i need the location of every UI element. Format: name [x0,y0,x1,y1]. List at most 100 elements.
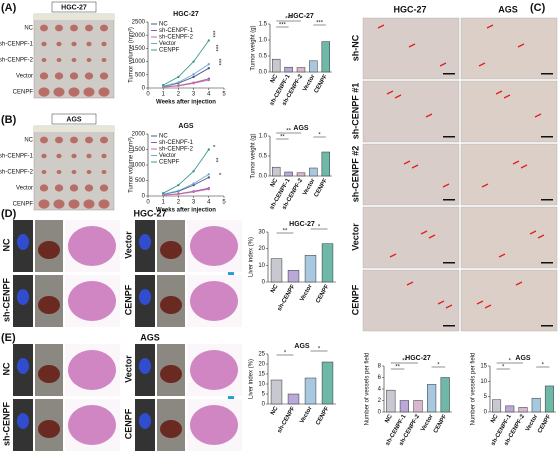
x-tick-label: NC [384,413,394,424]
point [207,148,210,151]
x-tick-label: sh-CENPF [277,406,297,435]
x-tick-label: 2 [177,92,181,98]
liver [160,296,182,314]
bar [287,270,300,283]
row-label: NC [24,26,33,32]
point [192,182,195,185]
he-slice [190,281,238,321]
x-tick-label: NC [270,73,280,84]
tumor [54,184,64,192]
column-label: AGS [498,4,518,14]
x-tick-label: Vector [299,283,314,302]
x-axis-label: Weeks after injection [156,100,216,106]
panel-label: (A) [1,2,17,14]
bar [492,399,502,413]
x-tick-label: 1 [162,200,166,206]
x-tick-label: NC [270,177,280,188]
tumor [53,87,65,97]
bar [386,389,396,413]
row-label: sh-CENPF-2 [0,58,34,64]
point [177,75,180,79]
group-label: NC [1,238,11,251]
y-tick-label: 10 [258,382,265,388]
chart-title: HGC-27 [405,355,431,362]
legend-label: sh-CENPF-1 [159,28,194,34]
point [177,192,180,196]
tumor [40,136,48,144]
group-label: sh-CENPF [1,278,11,323]
he-slice [68,281,116,321]
y-tick-label: 0 [142,194,146,200]
x-tick-label: 5 [222,92,226,98]
tumor [83,87,95,97]
arrow [425,113,433,118]
row-label: sh-NC [350,34,360,61]
bar [544,385,554,413]
chart-title: HGC-27 [289,221,315,228]
bar [309,167,318,177]
y-tick-label: 25 [258,352,265,358]
row-label: sh-CENPF #1 [350,83,360,140]
ihc-image [362,80,460,143]
photo-title-box [51,113,97,125]
point [177,84,180,88]
y-tick-label: 1500 [132,46,146,52]
bar [518,407,528,413]
series-line [163,188,209,196]
scale-bar [443,136,455,138]
tumor [86,57,92,63]
y-tick-label: 2 [378,398,382,404]
tumor [39,72,49,80]
row-label: sh-CENPF-1 [0,154,34,160]
significance: ** [402,359,407,365]
panel-title: AGS [140,332,160,342]
tumor [101,41,107,47]
he-slice [190,226,238,266]
bar [296,67,306,73]
ruler [34,126,114,132]
point [192,73,195,76]
x-tick-label: 4 [207,200,211,206]
ihc-image [362,269,460,332]
tumor [56,153,62,159]
legend-label: Vector [159,153,176,159]
tumor [41,41,47,47]
tumor [86,153,92,159]
legend-label: Vector [159,41,176,47]
x-tick-label: 3 [192,92,196,98]
signal [17,289,29,305]
bar [304,255,317,283]
liver [38,296,60,314]
he-slice [68,350,116,390]
y-tick-label: 15 [480,364,487,370]
y-tick-label: 500 [135,72,146,78]
x-tick-label: 0 [146,92,150,98]
arrow [515,281,523,286]
tumor [69,72,79,80]
y-tick-label: 20 [258,246,265,252]
significance: *** [316,21,324,27]
y-tick-label: 15 [258,372,265,378]
point [207,63,210,66]
tumor [56,169,62,175]
ihc-image [460,269,558,332]
arrow [484,304,492,309]
tumor [38,87,50,97]
he-slice [68,226,116,266]
arrow [520,164,528,169]
y-tick-label: 0 [262,280,266,286]
point [177,183,180,187]
significance: *** [279,23,287,29]
arrow [478,62,486,67]
point [192,60,195,63]
arrow [445,304,453,309]
row-label: sh-CENPF-2 [0,170,34,176]
group-label: Vector [123,231,133,259]
signal [17,358,29,374]
tumor [55,136,63,144]
arrow [517,43,525,48]
chart-title: AGS [293,125,309,132]
tumor [53,199,65,209]
point [192,75,195,79]
significance: ** [283,229,288,235]
